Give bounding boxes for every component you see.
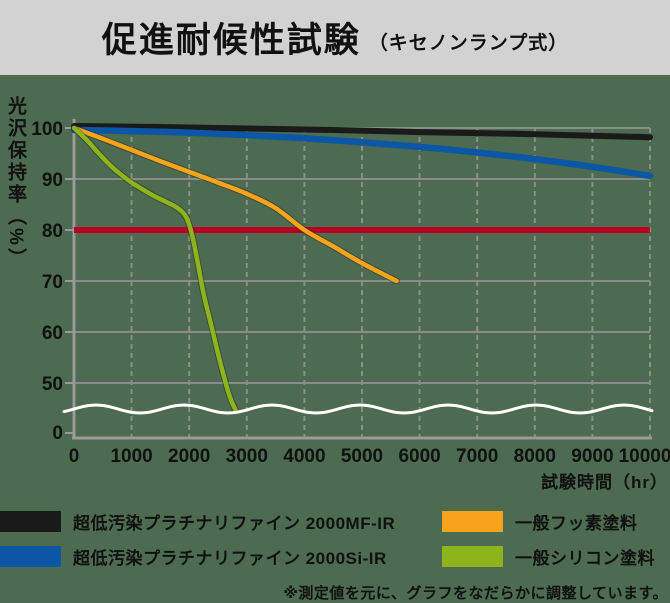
- legend-swatch: [442, 546, 503, 567]
- x-tick-label: 7000: [456, 446, 498, 467]
- series-line-0: [71, 123, 653, 141]
- y-tick-label: 100: [31, 119, 63, 140]
- legend-item: 一般フッ素塗料: [442, 509, 638, 534]
- legend-label: 一般フッ素塗料: [515, 514, 638, 533]
- x-axis-title: 試験時間（hr）: [541, 473, 668, 492]
- legend-swatch: [0, 511, 61, 532]
- y-tick-label: 0: [52, 423, 63, 444]
- x-tick-label: 6000: [398, 446, 440, 467]
- x-tick-label: 4000: [283, 446, 325, 467]
- series-line-2: [71, 125, 399, 284]
- page-title-sub: （キセノンランプ式）: [368, 33, 569, 54]
- y-tick-label: 90: [42, 170, 63, 191]
- legend-swatch: [0, 546, 61, 567]
- x-tick-label: 3000: [226, 446, 268, 467]
- x-tick-label: 5000: [341, 446, 383, 467]
- footnote: ※測定値を元に、グラフをなだらかに調整しています。: [283, 585, 668, 602]
- series-line-3: [71, 125, 238, 412]
- x-tick-label: 2000: [168, 446, 210, 467]
- legend-label: 超低汚染プラチナリファイン 2000Si-IR: [73, 549, 387, 568]
- page-title: 促進耐候性試験: [101, 21, 361, 60]
- x-tick-label: 10000: [619, 446, 670, 467]
- y-tick-label: 50: [42, 374, 63, 395]
- legend-item: 超低汚染プラチナリファイン 2000Si-IR: [0, 544, 387, 569]
- legend-label: 一般シリコン塗料: [515, 549, 655, 568]
- y-tick-label: 70: [42, 272, 63, 293]
- x-tick-label: 8000: [514, 446, 556, 467]
- series-line-1: [70, 126, 654, 180]
- x-tick-label: 0: [69, 446, 80, 467]
- x-tick-label: 9000: [571, 446, 613, 467]
- y-tick-label: 80: [42, 221, 63, 242]
- x-tick-label: 1000: [110, 446, 152, 467]
- legend-label: 超低汚染プラチナリファイン 2000MF-IR: [73, 514, 396, 533]
- y-tick-label: 60: [42, 323, 63, 344]
- series-outline-3: [70, 124, 239, 413]
- y-axis-title: 光沢保持率（%）: [5, 96, 26, 270]
- legend-swatch: [442, 511, 503, 532]
- legend-item: 一般シリコン塗料: [442, 544, 655, 569]
- axis-break-wave: [62, 403, 654, 415]
- series-outline-2: [70, 124, 400, 285]
- legend-item: 超低汚染プラチナリファイン 2000MF-IR: [0, 509, 395, 534]
- title-bar: 促進耐候性試験 （キセノンランプ式）: [0, 0, 670, 75]
